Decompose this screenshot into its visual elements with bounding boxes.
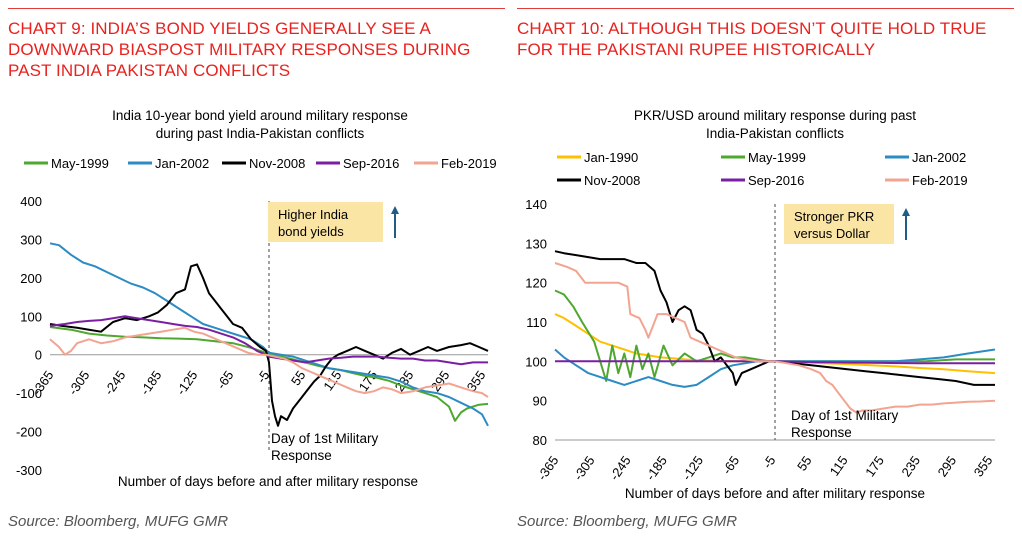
y-tick-label: -300 [16, 463, 42, 478]
x-tick-label: -65 [213, 368, 236, 392]
chart9-heading: CHART 9: INDIA’S BOND YIELDS GENERALLY S… [8, 19, 471, 80]
legend-label-2: Jan-2002 [912, 150, 966, 165]
day-response-label-1: Day of 1st Military [791, 408, 899, 423]
x-tick-label: 295 [935, 453, 960, 479]
legend-label-3: Nov-2008 [584, 173, 640, 188]
chart-title-line-1: PKR/USD around military response during … [634, 108, 916, 123]
y-tick-label: -100 [16, 386, 42, 401]
arrow-head-icon [902, 208, 910, 216]
annotation-box-line-2: bond yields [278, 224, 344, 239]
chart10-heading: CHART 10: ALTHOUGH THIS DOESN’T QUITE HO… [517, 19, 987, 59]
annotation-box-line-1: Higher India [278, 207, 349, 222]
y-tick-label: 100 [525, 354, 547, 369]
x-tick-label: -65 [719, 453, 742, 477]
legend-label-4: Feb-2019 [441, 156, 497, 171]
chart-title-line-2: India-Pakistan conflicts [706, 126, 844, 141]
series-line-Feb-2019 [554, 262, 996, 414]
day-response-label-2: Response [271, 448, 332, 463]
annotation-box [784, 204, 894, 244]
chart9-svg: India 10-year bond yield around military… [16, 108, 497, 489]
chart9-source: Source: Bloomberg, MUFG GMR [8, 513, 229, 530]
y-tick-label: 200 [20, 271, 42, 286]
x-tick-label: -125 [173, 368, 200, 398]
x-tick-label: 355 [971, 453, 996, 479]
x-tick-label: -305 [65, 368, 92, 398]
legend-label-3: Sep-2016 [343, 156, 399, 171]
series-line-Feb-2019 [49, 326, 489, 398]
chart10-source: Source: Bloomberg, MUFG GMR [517, 513, 738, 530]
y-tick-label: -200 [16, 425, 42, 440]
x-tick-label: 55 [794, 453, 815, 473]
x-tick-label: 115 [827, 453, 851, 479]
x-tick-label: -125 [679, 453, 706, 483]
x-tick-label: 55 [288, 368, 309, 388]
x-tick-label: -5 [760, 453, 779, 471]
x-tick-label: -185 [643, 453, 670, 483]
x-tick-label: -305 [570, 453, 597, 483]
x-tick-label: -185 [137, 368, 164, 398]
x-tick-label: -365 [534, 453, 561, 483]
y-tick-label: 120 [525, 276, 547, 291]
x-axis-title: Number of days before and after military… [625, 486, 925, 500]
y-tick-label: 140 [525, 197, 547, 212]
y-tick-label: 100 [20, 309, 42, 324]
legend-label-1: May-1999 [748, 150, 806, 165]
legend-label-1: Jan-2002 [155, 156, 209, 171]
y-tick-label: 80 [533, 433, 547, 448]
x-tick-label: 175 [862, 453, 887, 479]
chart-title-line-1: India 10-year bond yield around military… [112, 108, 408, 123]
y-tick-label: 0 [35, 348, 42, 363]
series-line-Nov-2008 [49, 263, 489, 427]
annotation-box-line-2: versus Dollar [794, 226, 871, 241]
chart9-panel: CHART 9: INDIA’S BOND YIELDS GENERALLY S… [0, 0, 505, 541]
x-tick-label: 235 [898, 453, 923, 479]
chart10-svg: PKR/USD around military response during … [525, 108, 996, 500]
legend-label-5: Feb-2019 [912, 173, 968, 188]
x-tick-label: 295 [428, 368, 453, 394]
series-line-May-1999 [49, 326, 489, 422]
legend-label-4: Sep-2016 [748, 173, 804, 188]
annotation-box [268, 202, 383, 242]
y-tick-label: 300 [20, 232, 42, 247]
chart10-panel: CHART 10: ALTHOUGH THIS DOESN’T QUITE HO… [513, 0, 1022, 541]
x-axis-title: Number of days before and after military… [118, 474, 418, 489]
x-tick-label: -245 [101, 368, 128, 398]
legend-label-0: Jan-1990 [584, 150, 638, 165]
annotation-box-line-1: Stronger PKR [794, 209, 874, 224]
chart9-top-rule [8, 8, 505, 9]
series-line-Jan-2002 [554, 348, 996, 388]
series-line-Jan-2002 [49, 242, 489, 427]
y-tick-label: 400 [20, 194, 42, 209]
y-tick-label: 110 [526, 315, 547, 330]
legend-label-2: Nov-2008 [249, 156, 305, 171]
y-tick-label: 90 [533, 394, 547, 409]
day-response-label-2: Response [791, 425, 852, 440]
series-line-Sep-2016 [49, 315, 488, 366]
x-tick-label: -245 [607, 453, 634, 483]
legend-label-0: May-1999 [51, 156, 109, 171]
chart-title-line-2: during past India-Pakistan conflicts [156, 126, 365, 141]
arrow-head-icon [391, 206, 399, 214]
day-response-label-1: Day of 1st Military [271, 431, 379, 446]
chart10-top-rule [517, 8, 1014, 9]
y-tick-label: 130 [525, 236, 547, 251]
series-line-Nov-2008 [554, 250, 995, 386]
